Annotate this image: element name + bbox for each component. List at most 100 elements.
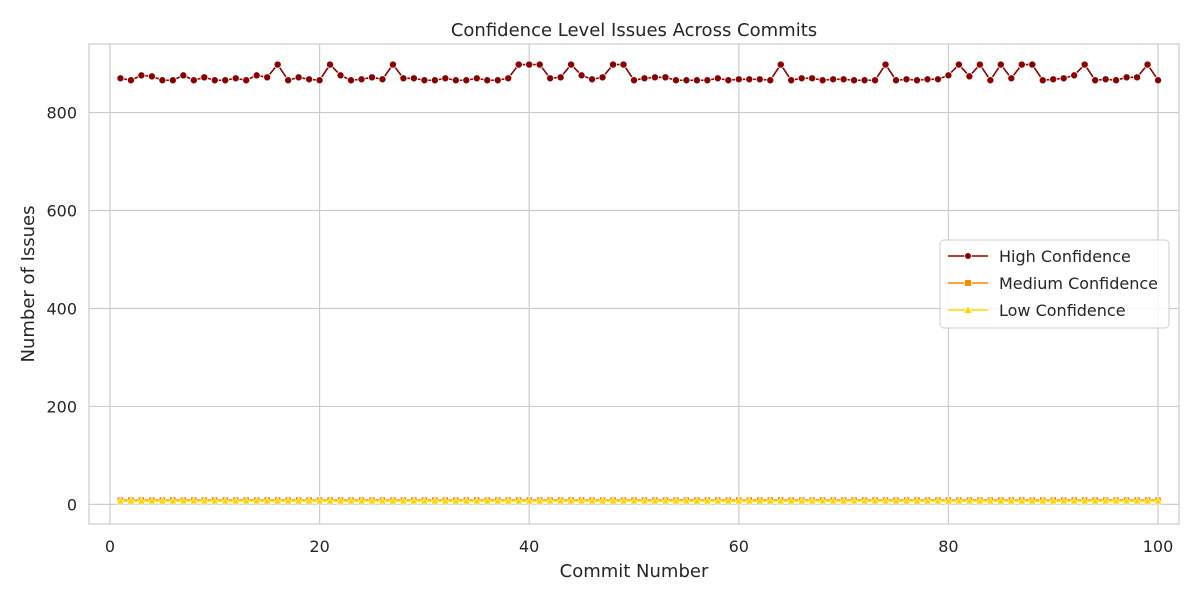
data-point [692,496,702,505]
data-point [1112,76,1121,85]
data-point [1070,71,1079,80]
series-layer [116,60,1163,505]
data-point [808,74,817,83]
data-point [483,76,492,85]
x-tick-label: 20 [309,537,329,556]
y-tick-label: 800 [46,104,77,123]
data-point [1143,60,1152,69]
x-axis-ticks: 0 20 40 60 80 100 [105,537,1173,556]
data-point [116,496,125,505]
x-tick-label: 40 [519,537,539,556]
x-tick-label: 0 [105,537,115,556]
data-point [912,496,922,505]
data-point [871,76,880,85]
data-point [388,60,397,69]
data-point [923,496,932,505]
legend-item: Low Confidence [948,301,1126,320]
data-point [1143,496,1152,505]
data-point [850,76,859,85]
x-axis-label: Commit Number [560,561,709,582]
data-point [399,496,408,505]
data-point [357,496,366,505]
data-point [1153,496,1163,505]
data-point [126,76,135,85]
data-point [347,76,356,85]
data-point [587,496,597,505]
data-point [147,496,157,505]
data-point [158,76,167,85]
data-point [609,60,618,69]
data-point [650,73,659,82]
data-point [231,496,241,505]
data-point [776,60,785,69]
legend-label: High Confidence [999,247,1131,266]
data-point [1091,76,1100,85]
data-point [892,76,901,85]
data-point [1132,496,1142,505]
data-point [661,73,670,82]
data-point [430,496,440,505]
data-point [839,75,848,84]
data-point [598,496,607,505]
data-point [1101,496,1110,505]
data-point [493,76,502,85]
data-point [378,496,387,505]
data-point [766,76,775,85]
data-point [912,76,921,85]
data-point [577,496,586,505]
data-point [692,76,701,85]
data-point [535,60,544,69]
data-point [734,496,744,505]
data-point [462,76,471,85]
data-point [703,76,712,85]
data-point [441,74,450,83]
data-point [944,71,953,80]
data-point [629,496,639,505]
data-point [881,60,890,69]
data-point [954,496,964,505]
data-point [755,75,764,84]
data-point [682,76,691,85]
legend-box [939,239,1170,329]
data-point [315,496,324,505]
data-point [1027,496,1037,505]
data-point [787,76,796,85]
legend-label: Low Confidence [999,301,1126,320]
data-point [734,75,743,84]
data-point [168,76,177,85]
data-point [870,496,880,505]
data-point [566,496,576,505]
data-point [231,74,240,83]
data-point [703,496,712,505]
legend: High Confidence Medium Confidence Low Conf… [939,239,1170,329]
data-point [504,74,513,83]
data-point [440,496,450,505]
data-point [1017,60,1026,69]
data-point [860,496,869,505]
data-point [849,496,859,505]
data-point [294,73,303,82]
data-point [1049,75,1058,84]
data-point [168,496,178,505]
data-point [567,60,576,69]
data-point [294,496,303,505]
data-point [409,496,419,505]
data-point [399,74,408,83]
data-point [619,496,628,505]
data-point [273,496,283,505]
data-point [996,496,1006,505]
data-point [723,496,733,505]
data-point [503,496,513,505]
data-point [409,74,418,83]
data-point [745,75,754,84]
data-point [178,496,188,505]
data-point [252,71,261,80]
data-point [755,496,765,505]
x-tick-label: 60 [729,537,749,556]
data-point [525,60,534,69]
data-point [1122,496,1131,505]
data-point [210,496,220,505]
data-point [262,496,272,505]
data-point [346,496,356,505]
